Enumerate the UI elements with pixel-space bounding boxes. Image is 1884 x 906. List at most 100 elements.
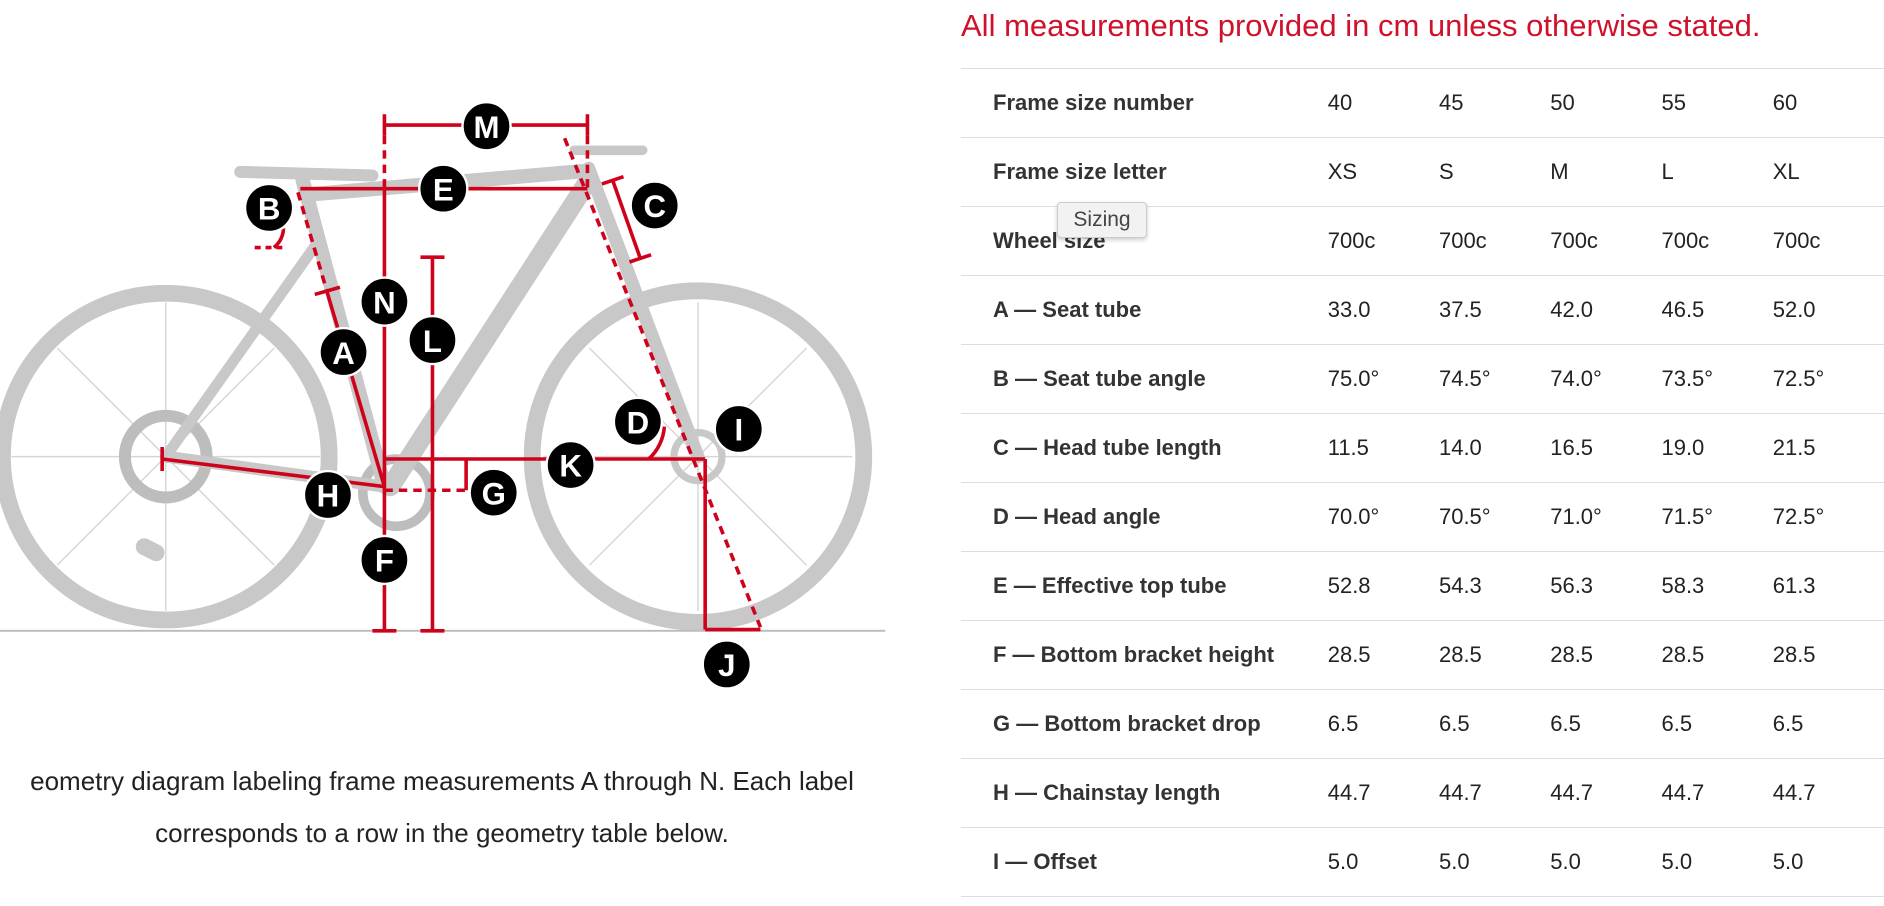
- label-letter: D: [627, 405, 650, 440]
- cell-value: 44.7: [1327, 758, 1439, 828]
- cell-value: S: [1438, 137, 1551, 207]
- label-badge: [468, 467, 519, 518]
- cell-value: 56.3: [1550, 551, 1662, 621]
- row-label: A — Seat tube: [961, 275, 1328, 345]
- heading: All measurements provided in cm unless o…: [961, 8, 1761, 43]
- cell-value: 28.5: [1661, 620, 1773, 690]
- label-letter: N: [373, 285, 396, 320]
- label-badge: [318, 326, 369, 378]
- cell-value: 60: [1772, 68, 1884, 138]
- cell-value: 700c: [1438, 206, 1551, 276]
- cell-value: 73.5°: [1661, 344, 1773, 414]
- cell-value: 70.0°: [1327, 482, 1439, 552]
- table-row: Frame size letter XS S M L XL: [961, 137, 1884, 207]
- cell-value: 40: [1327, 68, 1439, 138]
- caption-line: eometry diagram labeling frame measureme…: [30, 766, 854, 796]
- table-row: Frame size number 40 45 50 55 60: [961, 68, 1884, 138]
- cell-value: 14.0: [1438, 413, 1551, 483]
- cell-value: 700c: [1661, 206, 1773, 276]
- cell-value: 52.0: [1772, 275, 1884, 345]
- label-badge: [461, 101, 512, 152]
- cell-value: 61.3: [1772, 551, 1884, 621]
- table-row: F — Bottom bracket height 28.5 28.5 28.5 28.…: [961, 620, 1884, 690]
- table-row: D — Head angle 70.0° 70.5° 71.0° 71.5° 72.5°: [961, 482, 1884, 552]
- cell-value: 6.5: [1438, 689, 1551, 759]
- caption-line: corresponds to a row in the geometry tab…: [155, 818, 729, 848]
- cell-value: 28.5: [1438, 620, 1551, 690]
- cell-value: 21.5: [1772, 413, 1884, 483]
- table-row: I — Offset 5.0 5.0 5.0 5.0 5.0: [961, 827, 1884, 897]
- label-letter: J: [718, 648, 735, 683]
- label-letter: B: [258, 192, 281, 227]
- cell-value: 5.0: [1550, 827, 1662, 897]
- row-label: D — Head angle: [961, 482, 1328, 552]
- cell-value: 70.5°: [1438, 482, 1551, 552]
- label-letter: C: [643, 189, 666, 224]
- table-row: G — Bottom bracket drop 6.5 6.5 6.5 6.5 6.5: [961, 689, 1884, 759]
- cell-value: 71.5°: [1661, 482, 1773, 552]
- cell-value: 28.5: [1772, 620, 1884, 690]
- cell-value: 700c: [1772, 206, 1884, 276]
- cell-value: M: [1550, 137, 1662, 207]
- row-label: H — Chainstay length: [961, 758, 1328, 828]
- label-letter: A: [332, 336, 355, 371]
- label-letter: L: [423, 324, 442, 359]
- label-letter: F: [375, 544, 394, 579]
- table-row: Wheel size 700c 700c 700c 700c 700c: [961, 206, 1884, 276]
- cell-value: 11.5: [1327, 413, 1439, 483]
- label-letter: I: [734, 413, 743, 448]
- cell-value: 33.0: [1327, 275, 1439, 345]
- label-letter: G: [482, 476, 506, 511]
- cell-value: 28.5: [1550, 620, 1662, 690]
- cell-value: 16.5: [1550, 413, 1662, 483]
- cell-value: 6.5: [1661, 689, 1773, 759]
- row-label: I — Offset: [961, 827, 1328, 897]
- label-letter: E: [433, 172, 454, 207]
- table-row: B — Seat tube angle 75.0° 74.5° 74.0° 73.5° 7…: [961, 344, 1884, 414]
- cell-value: 6.5: [1550, 689, 1662, 759]
- cell-value: 5.0: [1661, 827, 1773, 897]
- cell-value: 46.5: [1661, 275, 1773, 345]
- cell-value: 72.5°: [1772, 482, 1884, 552]
- table-row: C — Head tube length 11.5 14.0 16.5 19.0 21.5: [961, 413, 1884, 483]
- cell-value: 72.5°: [1772, 344, 1884, 414]
- label-badge: [407, 314, 458, 366]
- cell-value: 74.0°: [1550, 344, 1662, 414]
- row-label: F — Bottom bracket height: [961, 620, 1328, 690]
- cell-value: L: [1661, 137, 1773, 207]
- table-row: H — Chainstay length 44.7 44.7 44.7 44.7 44.7: [961, 758, 1884, 828]
- cell-value: 37.5: [1438, 275, 1551, 345]
- cell-value: 44.7: [1661, 758, 1773, 828]
- cell-value: 28.5: [1327, 620, 1439, 690]
- cell-value: 45: [1438, 68, 1551, 138]
- cell-value: 58.3: [1661, 551, 1773, 621]
- cell-value: 44.7: [1550, 758, 1662, 828]
- cell-value: 74.5°: [1438, 344, 1551, 414]
- geometry-table: Frame size number 40 45 50 55 60 Frame size le…: [961, 68, 1884, 897]
- label-badge: [302, 469, 354, 521]
- cell-value: XL: [1772, 137, 1884, 207]
- cell-value: 44.7: [1772, 758, 1884, 828]
- cell-value: 42.0: [1550, 275, 1662, 345]
- table-row: A — Seat tube 33.0 37.5 42.0 46.5 52.0: [961, 275, 1884, 345]
- cell-value: 44.7: [1438, 758, 1551, 828]
- label-badge: [418, 163, 469, 214]
- label-badge: [545, 439, 596, 491]
- cell-value: 700c: [1550, 206, 1662, 276]
- cell-value: 6.5: [1327, 689, 1439, 759]
- row-label: Frame size letter: [961, 137, 1328, 207]
- cell-value: 5.0: [1327, 827, 1439, 897]
- tooltip: Sizing: [1057, 202, 1147, 238]
- cell-value: 50: [1550, 68, 1662, 138]
- cell-value: 6.5: [1772, 689, 1884, 759]
- cell-value: 19.0: [1661, 413, 1773, 483]
- row-label: B — Seat tube angle: [961, 344, 1328, 414]
- label-badge: [243, 182, 295, 234]
- cell-value: 5.0: [1772, 827, 1884, 897]
- cell-value: XS: [1327, 137, 1439, 207]
- label-letter: H: [317, 479, 340, 514]
- label-letter: K: [559, 449, 582, 484]
- label-badge: [629, 180, 680, 231]
- table-row: E — Effective top tube 52.8 54.3 56.3 58.3 61…: [961, 551, 1884, 621]
